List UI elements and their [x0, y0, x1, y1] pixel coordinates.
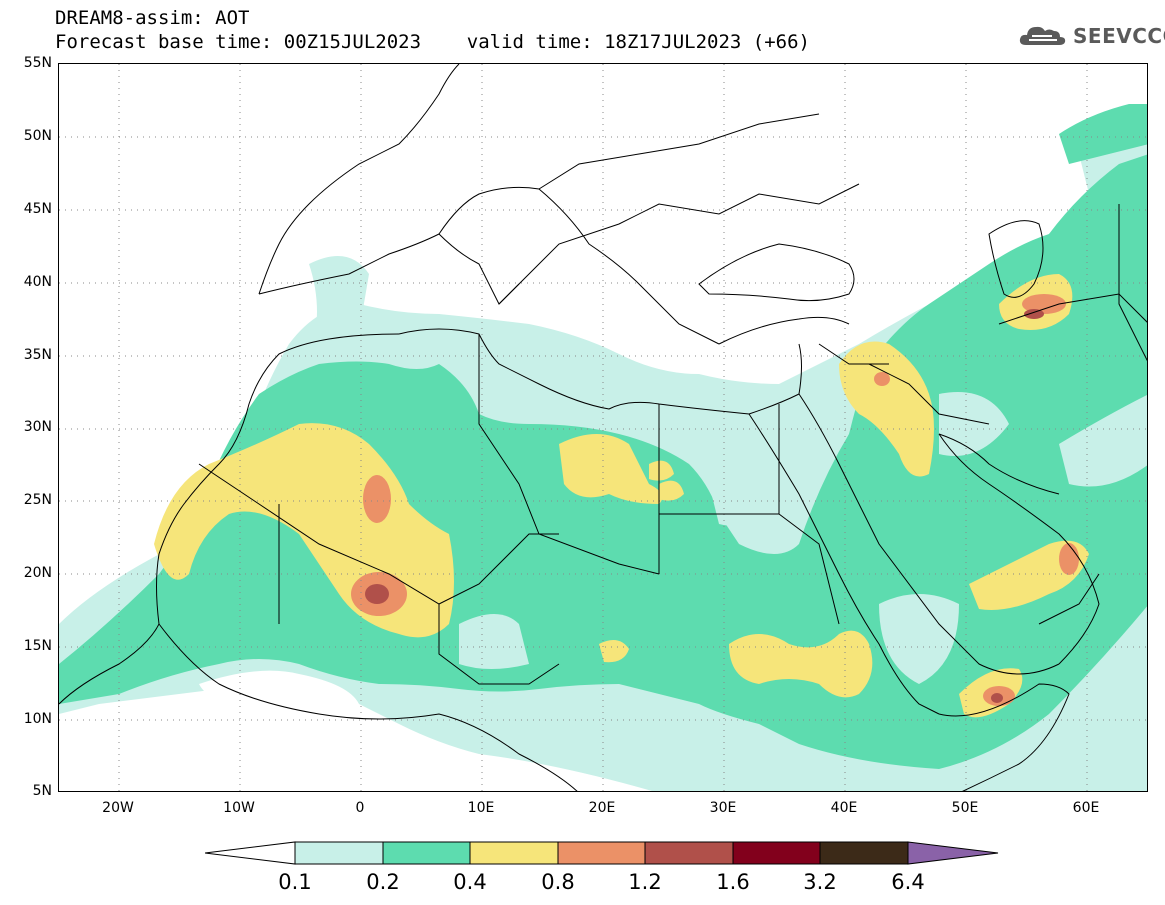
forecast-time-subtitle: Forecast base time: 00Z15JUL2023 valid t… [55, 31, 810, 53]
colorbar-label-0-8: 0.8 [541, 870, 575, 894]
map-title: DREAM8-assim: AOT [55, 7, 250, 29]
colorbar-label-3-2: 3.2 [803, 870, 837, 894]
lon-label-50e: 50E [951, 800, 979, 816]
lon-label-20e: 20E [588, 800, 616, 816]
lon-label-30e: 30E [709, 800, 737, 816]
aot-contour-1-2 [365, 309, 1044, 703]
lat-label-35n: 35N [23, 347, 52, 363]
seevccc-logo: SEEVCCC [1018, 23, 1165, 49]
colorbar-bin-0-1 [294, 841, 384, 865]
map-canvas [59, 64, 1147, 791]
cloud-icon [1019, 26, 1066, 45]
colorbar-bin-3-2 [819, 841, 909, 865]
aot-map [58, 63, 1148, 792]
lat-label-25n: 25N [23, 492, 52, 508]
lon-label-20w: 20W [102, 800, 134, 816]
lon-label-10w: 10W [223, 800, 255, 816]
logo-text: SEEVCCC [1073, 24, 1165, 48]
lat-label-10n: 10N [23, 711, 52, 727]
colorbar-label-0-4: 0.4 [453, 870, 487, 894]
lat-label-50n: 50N [23, 128, 52, 144]
colorbar-label-0-1: 0.1 [278, 870, 312, 894]
colorbar-label-0-2: 0.2 [366, 870, 400, 894]
lat-label-20n: 20N [23, 565, 52, 581]
colorbar-under-arrow [205, 841, 296, 865]
lat-label-55n: 55N [23, 55, 52, 71]
colorbar-bin-0-4 [469, 841, 559, 865]
colorbar [205, 841, 999, 865]
colorbar-label-6-4: 6.4 [891, 870, 925, 894]
colorbar-label-1-2: 1.2 [628, 870, 662, 894]
lon-label-40e: 40E [830, 800, 858, 816]
colorbar-bin-0-8 [557, 841, 646, 865]
coastlines [59, 64, 1147, 791]
colorbar-label-1-6: 1.6 [716, 870, 750, 894]
lon-label-10e: 10E [467, 800, 495, 816]
lat-label-30n: 30N [23, 419, 52, 435]
lat-label-5n: 5N [32, 783, 52, 799]
lat-label-15n: 15N [23, 638, 52, 654]
lon-label-0: 0 [355, 800, 365, 816]
lat-label-40n: 40N [23, 274, 52, 290]
aot-gaps [199, 392, 1147, 718]
colorbar-over-arrow [907, 841, 999, 865]
colorbar-bin-1-2 [644, 841, 734, 865]
colorbar-bin-0-2 [382, 841, 471, 865]
lat-label-45n: 45N [23, 201, 52, 217]
lon-label-60e: 60E [1072, 800, 1100, 816]
colorbar-bin-1-6 [732, 841, 821, 865]
